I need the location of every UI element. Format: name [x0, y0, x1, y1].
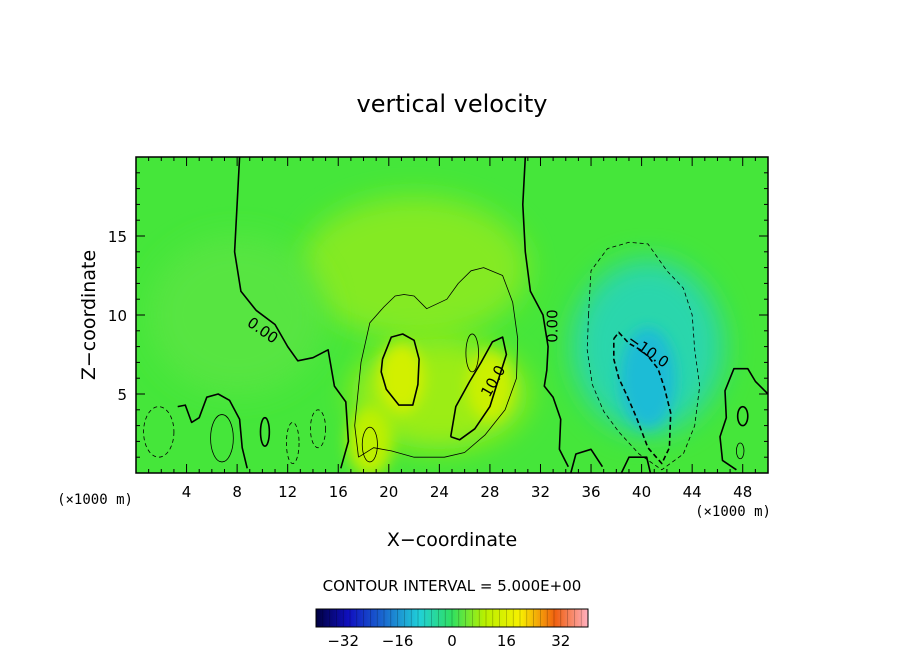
- colorbar-ticks: −32 −16 0 16 32: [327, 632, 570, 650]
- x-tick-label: 12: [278, 483, 297, 501]
- contour-lines: [143, 157, 768, 473]
- contour-loop-5: [310, 409, 326, 449]
- contour-plus-10-a: [380, 333, 420, 406]
- x-unit-left: (×1000 m): [57, 492, 133, 508]
- x-tick-label: 4: [182, 483, 192, 501]
- contour-plus-10-b: [449, 336, 508, 441]
- colorbar-tick-label: −16: [382, 632, 414, 650]
- x-tick-label: 36: [581, 483, 600, 501]
- colorbar-tick-label: −32: [327, 632, 359, 650]
- colorbar-tick-label: 0: [447, 632, 457, 650]
- zero-contour-left: [233, 157, 350, 469]
- y-axis-label: Z−coordinate: [78, 250, 100, 380]
- plot-area: [136, 157, 768, 473]
- contour-interval-label: CONTOUR INTERVAL = 5.000E+00: [323, 577, 582, 595]
- contour-loop-3: [259, 416, 271, 447]
- contour-loop-6: [143, 406, 175, 458]
- x-tick-label: 8: [232, 483, 242, 501]
- field-region-0: [300, 196, 528, 339]
- colorbar-gradient: [316, 609, 588, 627]
- contour-bottom-2: [570, 448, 604, 473]
- contour-loop-1: [361, 426, 378, 463]
- zero-contour-right: [521, 157, 570, 468]
- contour-minus-5: [586, 241, 701, 471]
- colorbar-segments: [315, 609, 589, 627]
- y-axis: 5 10 15: [108, 156, 768, 474]
- updraft-core-0: [378, 343, 425, 413]
- x-tick-label: 48: [733, 483, 752, 501]
- contour-plus-5: [354, 267, 519, 458]
- downdraft-core-3: [620, 327, 676, 429]
- field-shading: [148, 196, 724, 473]
- contour-bottom-3: [620, 456, 652, 473]
- contour-loop-8: [736, 442, 745, 460]
- x-unit-right: (×1000 m): [695, 504, 771, 520]
- x-tick-label: 32: [531, 483, 550, 501]
- x-tick-label: 44: [683, 483, 702, 501]
- contour-loop-2: [465, 333, 479, 373]
- x-axis-label: X−coordinate: [387, 529, 517, 551]
- y-tick-label: 10: [108, 307, 127, 325]
- colorbar-frame: [315, 608, 589, 628]
- contour-loop-4: [286, 422, 300, 464]
- x-tick-label: 40: [632, 483, 651, 501]
- colorbar: −32 −16 0 16 32: [315, 608, 589, 650]
- contour-loop-0: [210, 414, 234, 463]
- y-tick-label: 5: [117, 386, 127, 404]
- chart-title: vertical velocity: [357, 90, 548, 118]
- contour-edge-right: [719, 367, 768, 471]
- x-tick-label: 16: [329, 483, 348, 501]
- x-tick-label: 20: [379, 483, 398, 501]
- x-tick-label: 24: [430, 483, 449, 501]
- y-tick-label: 15: [108, 228, 127, 246]
- colorbar-tick-label: 32: [551, 632, 570, 650]
- x-axis: 4 8 12 16 20 24 28 32 36 40 44 48: [135, 157, 769, 501]
- contour-bottom-1: [177, 393, 248, 469]
- updraft-core-2: [347, 406, 393, 473]
- x-tick-label: 28: [480, 483, 499, 501]
- colorbar-tick-label: 16: [497, 632, 516, 650]
- field-region-1: [148, 236, 326, 394]
- contour-loop-7: [736, 405, 749, 427]
- contour-label-1: 0.00: [544, 309, 562, 342]
